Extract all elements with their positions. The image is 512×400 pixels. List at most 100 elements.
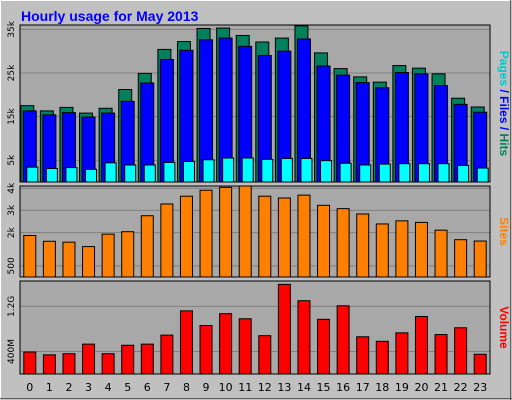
x-tick-label-12: 12: [258, 381, 272, 394]
panel-hits-files-pages: 5k 15k 25k 35k Pages / Files / Hits: [7, 20, 511, 183]
bar-pages-21: [437, 163, 450, 183]
bar-sites-6: [140, 215, 154, 278]
side-label-part-2: Files: [497, 96, 511, 124]
bar-pages-3: [85, 168, 98, 183]
bar-sites-13: [277, 197, 291, 278]
bar-sites-4: [101, 233, 115, 278]
bar-sites-21: [434, 229, 448, 278]
bar-volume-10: [219, 313, 233, 375]
x-tick-label-1: 1: [46, 381, 53, 394]
chart-panels: 5k 15k 25k 35k Pages / Files / Hits 500 2k 3k 4k…: [7, 20, 511, 394]
x-tick-label-20: 20: [414, 381, 428, 394]
panel-sites: 500 2k 3k 4k Sites: [7, 182, 511, 278]
bar-volume-21: [434, 334, 448, 375]
bar-volume-8: [179, 310, 193, 375]
bar-volume-7: [160, 334, 174, 375]
bar-pages-0: [26, 166, 39, 183]
bar-sites-2: [62, 241, 76, 278]
bar-sites-8: [179, 195, 193, 278]
bar-pages-23: [476, 167, 489, 183]
x-tick-label-17: 17: [356, 381, 370, 394]
bar-pages-8: [182, 161, 195, 183]
x-tick-label-16: 16: [336, 381, 350, 394]
plot-frame-hits-files-pages: [19, 24, 491, 183]
bar-sites-14: [297, 194, 311, 278]
x-tick-label-0: 0: [26, 381, 33, 394]
bar-pages-1: [45, 167, 58, 183]
y-tick-label-hits-files-pages: 5k: [7, 154, 17, 166]
bar-pages-16: [339, 162, 352, 183]
bar-pages-17: [359, 164, 372, 183]
x-tick-label-18: 18: [375, 381, 389, 394]
x-tick-label-9: 9: [203, 381, 210, 394]
bar-pages-14: [300, 157, 313, 183]
x-tick-label-8: 8: [183, 381, 190, 394]
bar-volume-20: [414, 316, 428, 375]
side-label-part-1: /: [497, 86, 511, 96]
bar-sites-12: [258, 195, 272, 278]
x-tick-label-14: 14: [297, 381, 311, 394]
bar-sites-17: [356, 213, 370, 278]
side-label-part-0: Sites: [497, 217, 511, 246]
x-tick-label-15: 15: [317, 381, 331, 394]
bar-volume-11: [238, 318, 252, 375]
x-tick-label-3: 3: [85, 381, 92, 394]
x-tick-label-4: 4: [105, 381, 112, 394]
bar-pages-11: [241, 157, 254, 183]
bar-volume-3: [82, 343, 96, 375]
bar-sites-19: [395, 220, 409, 278]
plot-area-sites: [20, 186, 490, 277]
bar-sites-11: [238, 185, 252, 278]
bar-sites-22: [454, 239, 468, 278]
x-tick-label-10: 10: [219, 381, 233, 394]
bar-volume-2: [62, 353, 76, 375]
x-tick-label-22: 22: [454, 381, 468, 394]
y-tick-label-volume: 400M: [7, 339, 17, 364]
x-tick-label-13: 13: [277, 381, 291, 394]
x-axis-labels: 0 1 2 3 4 5 6 7 8 9 10 11 12 13 14 15 16 17 18 19 20 21 22 23: [26, 381, 487, 394]
bar-pages-19: [398, 163, 411, 183]
bar-sites-3: [82, 246, 96, 278]
x-tick-label-2: 2: [65, 381, 72, 394]
bar-volume-19: [395, 332, 409, 375]
bar-volume-5: [121, 344, 135, 375]
y-tick-label-hits-files-pages: 25k: [7, 64, 17, 81]
panel-volume: 400M 1.2G Volume: [7, 280, 511, 375]
bar-volume-12: [258, 335, 272, 375]
bar-sites-15: [317, 204, 331, 278]
x-tick-label-23: 23: [473, 381, 487, 394]
bar-pages-13: [280, 157, 293, 183]
bar-volume-22: [454, 327, 468, 375]
x-tick-label-6: 6: [144, 381, 151, 394]
x-tick-label-7: 7: [163, 381, 170, 394]
bar-volume-17: [356, 336, 370, 375]
bar-volume-1: [42, 354, 56, 375]
y-tick-label-hits-files-pages: 35k: [7, 20, 17, 37]
chart-title: Hourly usage for May 2013: [21, 8, 199, 24]
y-tick-label-sites: 3k: [7, 204, 17, 216]
bar-volume-15: [317, 318, 331, 375]
x-tick-label-5: 5: [124, 381, 131, 394]
side-label-part-0: Pages: [497, 51, 511, 87]
bar-volume-16: [336, 305, 350, 375]
bar-sites-16: [336, 208, 350, 278]
bar-volume-14: [297, 300, 311, 375]
y-tick-label-volume: 1.2G: [7, 296, 17, 317]
bar-pages-18: [378, 163, 391, 183]
x-tick-label-19: 19: [395, 381, 409, 394]
side-label-sites: Sites: [497, 217, 511, 246]
y-tick-label-hits-files-pages: 15k: [7, 107, 17, 124]
bar-sites-20: [414, 221, 428, 278]
bar-volume-0: [23, 351, 37, 375]
bar-pages-4: [104, 162, 117, 183]
bar-volume-4: [101, 353, 115, 375]
bar-sites-18: [375, 223, 389, 278]
y-tick-label-sites: 4k: [7, 182, 17, 194]
bar-pages-15: [320, 160, 333, 183]
bar-sites-7: [160, 203, 174, 278]
bar-pages-20: [417, 163, 430, 183]
bar-pages-2: [65, 167, 78, 183]
bar-pages-7: [163, 161, 176, 183]
plot-area-volume: [20, 281, 490, 374]
